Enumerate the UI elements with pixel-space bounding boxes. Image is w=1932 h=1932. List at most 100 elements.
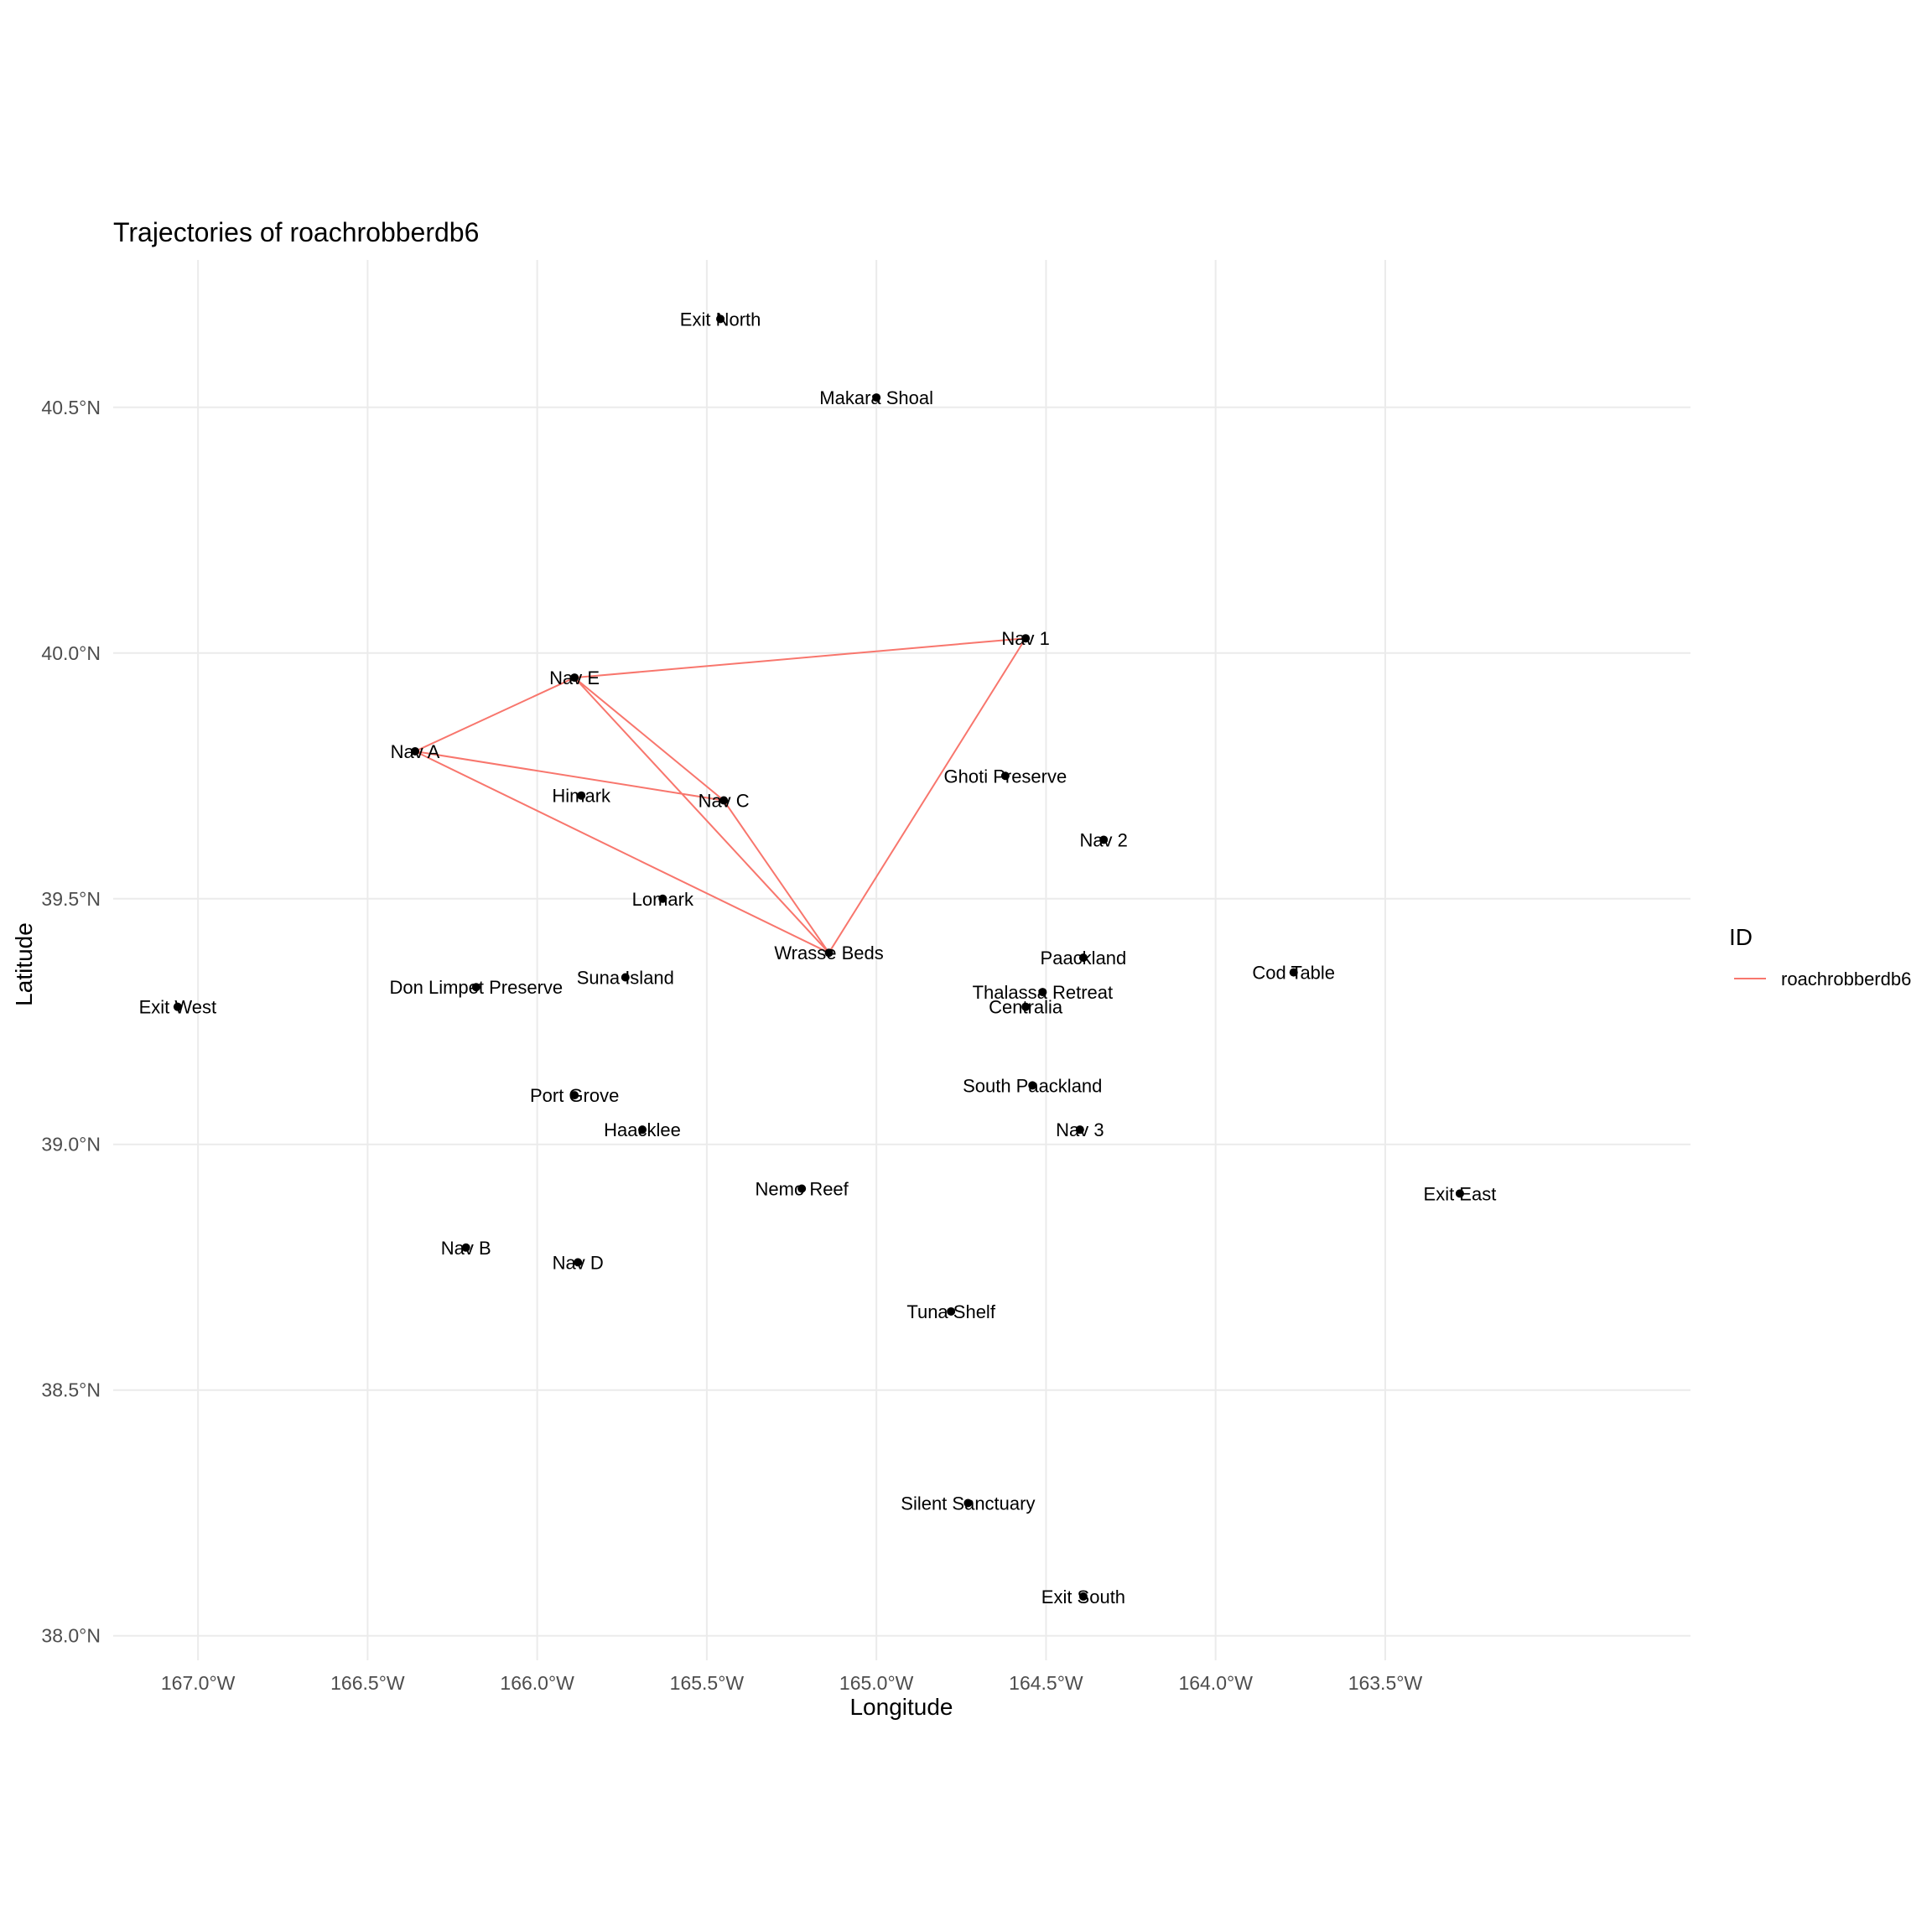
place-markers: Exit North Makara Shoal Nav 1 Nav E Nav A Gho… [139, 309, 1497, 1607]
place-point [1028, 1081, 1037, 1090]
place-point [574, 1258, 583, 1267]
place-wrasse-beds: Wrasse Beds [774, 943, 883, 963]
place-label: Paackland [1041, 948, 1127, 969]
place-point [1075, 1125, 1084, 1135]
place-point [658, 894, 667, 903]
place-label: Don Limpet Preserve [390, 977, 564, 998]
place-point [1000, 771, 1010, 781]
place-label: Cod Table [1252, 963, 1335, 984]
place-port-grove: Port Grove [530, 1085, 619, 1106]
x-tick-label: 164.0°W [1178, 1672, 1253, 1694]
place-point [621, 973, 630, 982]
place-centralia: Centralia [989, 997, 1063, 1018]
place-makara-shoal: Makara Shoal [819, 387, 933, 408]
y-axis-title: Latitude [11, 922, 37, 1006]
place-label: Haacklee [604, 1119, 681, 1140]
place-exit-east: Exit East [1424, 1183, 1497, 1204]
chart-title: Trajectories of roachrobberdb6 [113, 217, 479, 247]
place-exit-west: Exit West [139, 997, 217, 1018]
place-nav-2: Nav 2 [1079, 829, 1127, 850]
place-exit-north: Exit North [680, 309, 761, 330]
x-tick-label: 166.0°W [500, 1672, 574, 1694]
place-label: Lomark [632, 889, 694, 910]
place-point [570, 673, 579, 683]
place-haacklee: Haacklee [604, 1119, 681, 1140]
place-point [411, 746, 420, 756]
place-point [638, 1125, 647, 1135]
place-nemo-reef: Nemo Reef [756, 1178, 849, 1199]
x-tick-label: 165.0°W [839, 1672, 914, 1694]
place-silent-sanctuary: Silent Sanctuary [901, 1493, 1035, 1514]
y-tick-label: 38.5°N [41, 1379, 101, 1401]
x-tick-label: 163.5°W [1348, 1672, 1423, 1694]
place-label: Nav 3 [1056, 1119, 1104, 1140]
place-paackland: Paackland [1041, 948, 1127, 969]
place-point [1021, 1002, 1031, 1011]
place-label: Tuna Shelf [906, 1301, 995, 1322]
y-tick-label: 39.0°N [41, 1134, 101, 1156]
y-axis-ticks: 38.0°N 38.5°N 39.0°N 39.5°N 40.0°N 40.5°N [41, 397, 101, 1647]
place-label: Nav A [391, 741, 440, 762]
place-label: Exit West [139, 997, 217, 1018]
place-point [1078, 1592, 1088, 1601]
x-tick-label: 165.5°W [670, 1672, 745, 1694]
place-point [471, 983, 480, 992]
place-label: Ghoti Preserve [944, 766, 1067, 787]
place-cod-table: Cod Table [1252, 963, 1335, 984]
legend-title: ID [1729, 924, 1753, 950]
place-label: Nav 2 [1079, 829, 1127, 850]
y-tick-label: 40.5°N [41, 397, 101, 418]
x-axis-title: Longitude [849, 1694, 953, 1720]
place-suna-island: Suna Island [577, 968, 674, 989]
place-point [797, 1184, 807, 1193]
place-thalassa-retreat: Thalassa Retreat [973, 982, 1114, 1003]
place-nav-c: Nav C [699, 791, 750, 812]
place-point [716, 314, 725, 324]
place-point [577, 791, 586, 800]
y-tick-label: 39.5°N [41, 888, 101, 910]
place-nav-b: Nav B [441, 1238, 491, 1259]
place-himark: Himark [552, 786, 611, 807]
x-axis-ticks: 167.0°W 166.5°W 166.0°W 165.5°W 165.0°W 164.5… [161, 1672, 1423, 1694]
place-point [872, 393, 881, 402]
place-point [1038, 988, 1047, 997]
y-tick-label: 40.0°N [41, 642, 101, 664]
place-point [1099, 835, 1109, 844]
place-label: Nav C [699, 791, 750, 812]
x-tick-label: 167.0°W [161, 1672, 236, 1694]
y-tick-label: 38.0°N [41, 1625, 101, 1647]
place-point [570, 1091, 579, 1100]
place-label: Nav D [553, 1252, 604, 1273]
place-label: Nav B [441, 1238, 491, 1259]
place-label: Port Grove [530, 1085, 619, 1106]
place-label: Himark [552, 786, 611, 807]
place-exit-south: Exit South [1041, 1587, 1125, 1607]
place-point [719, 796, 729, 805]
place-label: Wrasse Beds [774, 943, 883, 963]
place-point [1078, 953, 1088, 963]
place-point [461, 1243, 470, 1252]
place-label: Suna Island [577, 968, 674, 989]
place-label: Exit South [1041, 1587, 1125, 1607]
x-tick-label: 164.5°W [1009, 1672, 1083, 1694]
place-point [963, 1498, 973, 1508]
place-label: Thalassa Retreat [973, 982, 1114, 1003]
place-point [173, 1002, 182, 1011]
place-nav-e: Nav E [549, 667, 600, 688]
place-label: Exit East [1424, 1183, 1497, 1204]
place-south-paackland: South Paackland [963, 1075, 1102, 1096]
legend: ID roachrobberdb6 [1729, 924, 1911, 989]
place-label: Exit North [680, 309, 761, 330]
x-tick-label: 166.5°W [330, 1672, 405, 1694]
place-point [824, 948, 834, 958]
place-label: Nav 1 [1001, 628, 1049, 649]
place-point [1455, 1189, 1464, 1198]
legend-label: roachrobberdb6 [1781, 969, 1911, 989]
place-tuna-shelf: Tuna Shelf [906, 1301, 995, 1322]
place-ghoti-preserve: Ghoti Preserve [944, 766, 1067, 787]
place-nav-3: Nav 3 [1056, 1119, 1104, 1140]
place-label: Nemo Reef [756, 1178, 849, 1199]
gridlines [113, 260, 1690, 1660]
place-point [947, 1306, 956, 1316]
